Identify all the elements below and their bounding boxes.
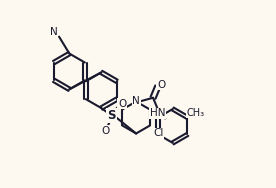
Text: Cl: Cl — [153, 128, 164, 139]
Text: HN: HN — [150, 108, 166, 118]
Text: O: O — [157, 80, 165, 90]
Text: O: O — [118, 99, 126, 109]
Text: N: N — [49, 27, 57, 37]
Text: N: N — [132, 96, 140, 106]
Text: S: S — [107, 109, 116, 122]
Text: O: O — [101, 126, 109, 136]
Text: CH₃: CH₃ — [186, 108, 205, 118]
